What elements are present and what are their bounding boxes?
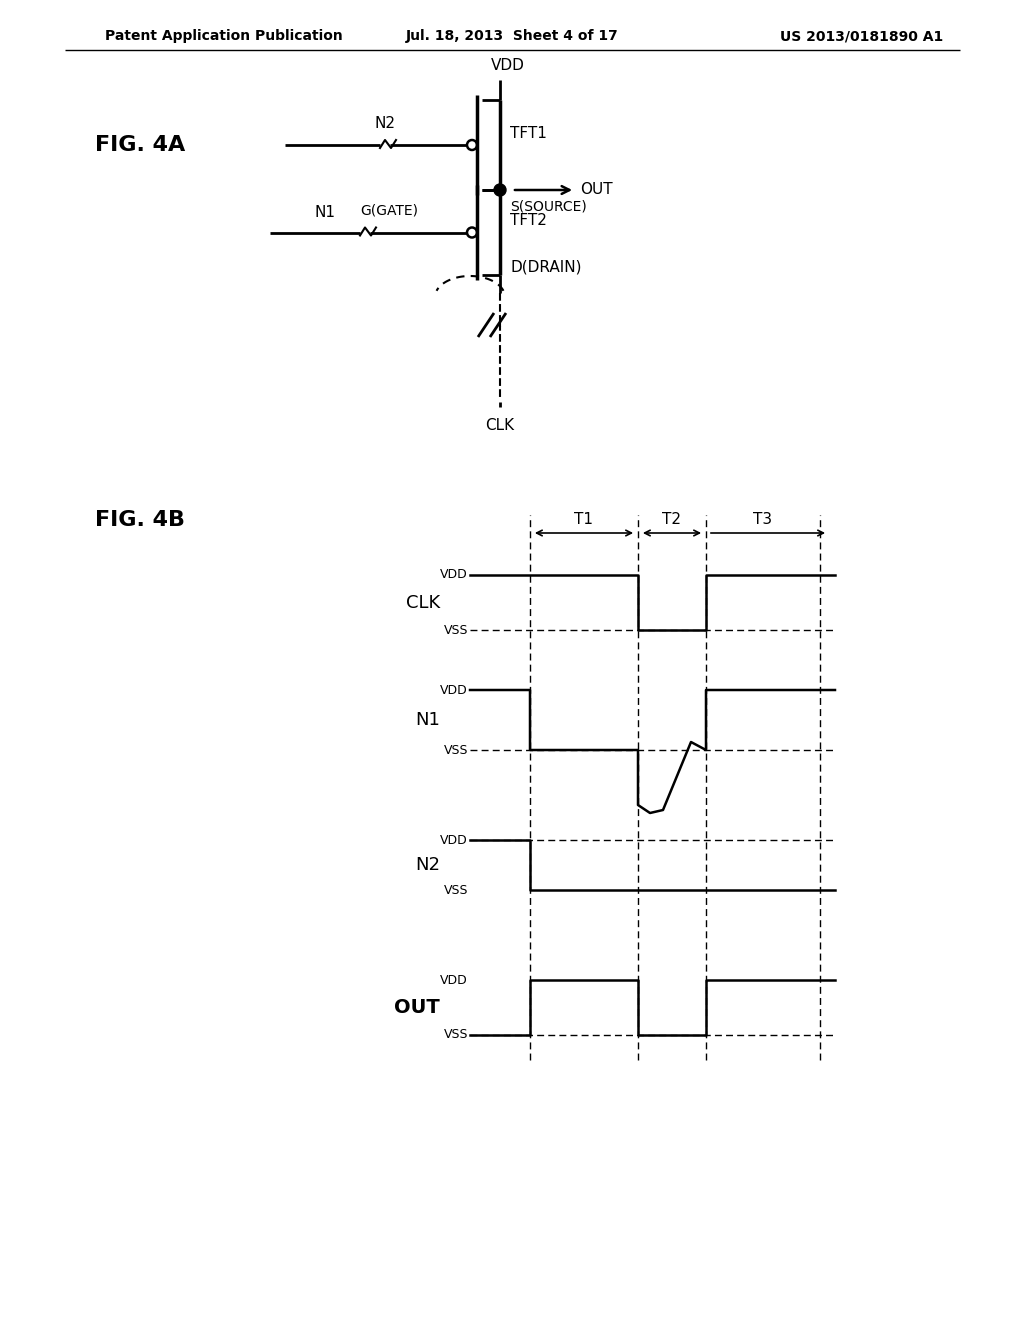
Text: FIG. 4B: FIG. 4B bbox=[95, 510, 185, 531]
Text: CLK: CLK bbox=[406, 594, 440, 611]
Text: FIG. 4A: FIG. 4A bbox=[95, 135, 185, 154]
Text: VSS: VSS bbox=[443, 623, 468, 636]
Text: US 2013/0181890 A1: US 2013/0181890 A1 bbox=[780, 29, 943, 44]
Text: N1: N1 bbox=[315, 205, 336, 220]
Text: TFT2: TFT2 bbox=[510, 213, 547, 228]
Text: VSS: VSS bbox=[443, 883, 468, 896]
Text: S(SOURCE): S(SOURCE) bbox=[510, 199, 587, 213]
Circle shape bbox=[494, 183, 506, 195]
Text: VDD: VDD bbox=[492, 58, 525, 74]
Text: Patent Application Publication: Patent Application Publication bbox=[105, 29, 343, 44]
Text: VDD: VDD bbox=[440, 569, 468, 582]
Text: G(GATE): G(GATE) bbox=[360, 203, 418, 218]
Text: N1: N1 bbox=[415, 711, 440, 729]
Text: D(DRAIN): D(DRAIN) bbox=[510, 260, 582, 275]
Text: VSS: VSS bbox=[443, 743, 468, 756]
Text: CLK: CLK bbox=[485, 417, 515, 433]
Text: OUT: OUT bbox=[580, 182, 612, 198]
Text: VDD: VDD bbox=[440, 684, 468, 697]
Text: N2: N2 bbox=[375, 116, 395, 131]
Text: VDD: VDD bbox=[440, 974, 468, 986]
Text: N2: N2 bbox=[415, 855, 440, 874]
Text: TFT1: TFT1 bbox=[510, 125, 547, 140]
Text: T1: T1 bbox=[574, 511, 594, 527]
Text: Jul. 18, 2013  Sheet 4 of 17: Jul. 18, 2013 Sheet 4 of 17 bbox=[406, 29, 618, 44]
Text: OUT: OUT bbox=[394, 998, 440, 1016]
Text: VSS: VSS bbox=[443, 1028, 468, 1041]
Text: T2: T2 bbox=[663, 511, 682, 527]
Text: VDD: VDD bbox=[440, 833, 468, 846]
Text: T3: T3 bbox=[754, 511, 772, 527]
